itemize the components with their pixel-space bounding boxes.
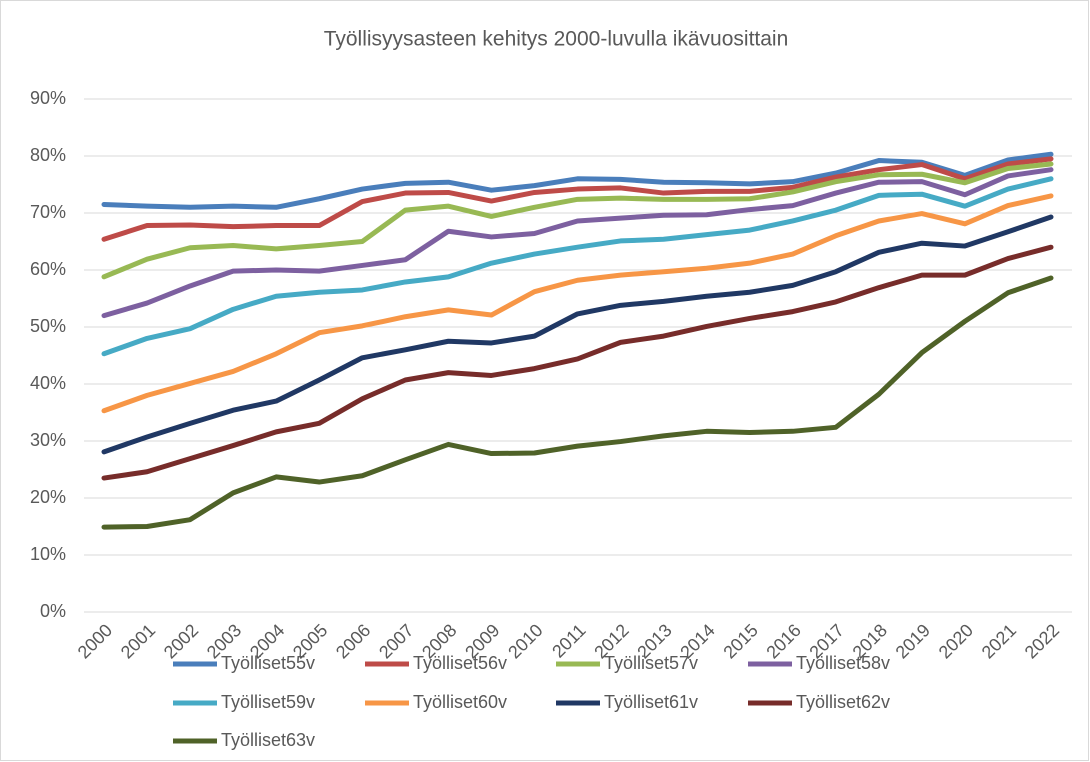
y-tick-label: 60% [30, 259, 66, 279]
legend-label: Työlliset58v [796, 653, 890, 673]
y-tick-label: 10% [30, 544, 66, 564]
legend-label: Työlliset60v [413, 692, 507, 712]
legend-label: Työlliset62v [796, 692, 890, 712]
y-tick-label: 20% [30, 487, 66, 507]
legend-label: Työlliset56v [413, 653, 507, 673]
legend-label: Työlliset57v [604, 653, 698, 673]
series-line [101, 244, 1054, 481]
y-tick-label: 0% [40, 601, 66, 621]
chart-title: Työllisyysasteen kehitys 2000-luvulla ik… [324, 28, 789, 51]
legend-label: Työlliset61v [604, 692, 698, 712]
series-line [101, 161, 1054, 280]
series-line [101, 167, 1054, 319]
series-line [101, 214, 1054, 455]
y-tick-label: 50% [30, 316, 66, 336]
series-line [101, 275, 1054, 530]
y-tick-label: 80% [30, 145, 66, 165]
legend-label: Työlliset55v [221, 653, 315, 673]
series-line [101, 176, 1054, 357]
series-line [101, 156, 1054, 242]
y-tick-label: 40% [30, 373, 66, 393]
y-tick-label: 70% [30, 202, 66, 222]
series-line [101, 193, 1054, 414]
legend-label: Työlliset59v [221, 692, 315, 712]
y-tick-label: 30% [30, 430, 66, 450]
legend-label: Työlliset63v [221, 730, 315, 750]
series-line [101, 151, 1054, 210]
y-tick-label: 90% [30, 88, 66, 108]
